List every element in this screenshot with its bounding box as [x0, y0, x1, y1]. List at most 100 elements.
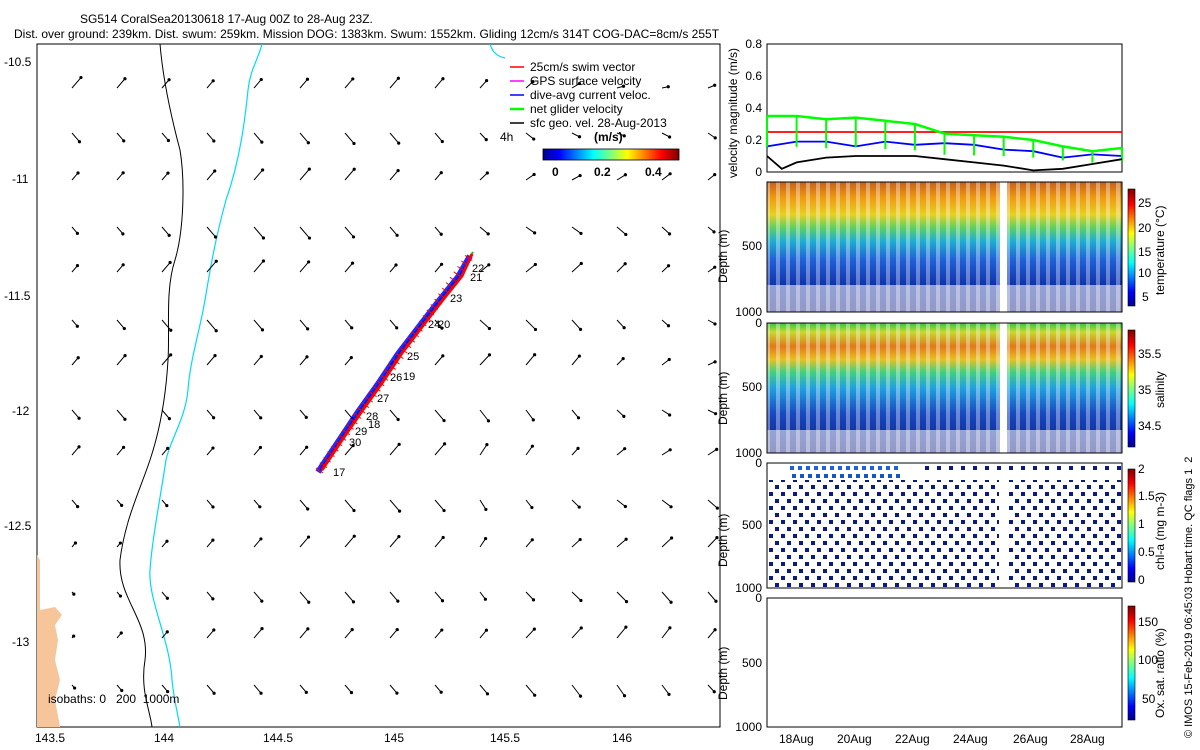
velocity-arrow — [434, 537, 444, 548]
swim-vector — [388, 364, 396, 370]
lat-tick: -11 — [12, 172, 29, 186]
velocity-arrow-head — [350, 628, 354, 632]
swim-vector — [380, 374, 389, 381]
cb-tick: 10 — [1138, 266, 1152, 280]
velocity-arrow-head — [77, 445, 81, 449]
velocity-arrow-head — [530, 505, 534, 510]
velocity-arrow-head — [396, 76, 400, 80]
velocity-arrow-head — [169, 328, 173, 332]
ox-colorbar-ticks: 150 100 50 — [1138, 615, 1158, 706]
oxygen-panel: 0 500 1000 Depth (m) 150 100 50 Ox. sat.… — [716, 591, 1167, 734]
velocity-arrow — [389, 629, 398, 639]
depth-label: Depth (m) — [716, 372, 730, 425]
velocity-arrow-head — [715, 506, 719, 510]
velocity-series — [766, 155, 1123, 172]
velocity-arrow — [299, 319, 309, 330]
swim-vector — [384, 369, 393, 376]
swim-vector — [342, 429, 351, 436]
velocity-arrow-head — [349, 356, 353, 360]
velocity-arrow — [434, 591, 443, 602]
chla-point — [1105, 466, 1109, 470]
velocity-arrow-head — [305, 355, 309, 359]
velocity-tick: 0.4 — [745, 101, 762, 115]
lon-tick: 145.5 — [490, 731, 520, 745]
salinity-colorbar — [1127, 329, 1136, 448]
velocity-arrow-head — [714, 599, 718, 603]
chla-point — [800, 474, 804, 478]
velocity-arrow — [253, 79, 262, 89]
velocity-arrow — [299, 446, 308, 456]
velocity-arrow — [571, 591, 582, 601]
swim-vector — [334, 440, 343, 447]
velocity-arrow-head — [624, 232, 628, 237]
velocity-arrow-head — [579, 261, 583, 266]
day-label: 19 — [403, 371, 415, 383]
swim-vector — [422, 314, 431, 321]
velocity-arrow-head — [713, 322, 717, 326]
velocity-arrow — [616, 538, 627, 548]
swim-track — [320, 253, 474, 471]
velocity-arrow-head — [533, 353, 537, 357]
velocity-arrow-head — [578, 694, 583, 698]
oxygen-colorbar — [1127, 605, 1136, 721]
velocity-arrow-head — [578, 327, 583, 332]
day-label: 28 — [366, 411, 378, 423]
velocity-arrow — [616, 591, 627, 602]
depth-label: Depth (m) — [716, 647, 730, 700]
velocity-arrow-head — [119, 631, 123, 635]
velocity-arrow-head — [122, 326, 126, 331]
day-label: 21 — [470, 272, 482, 284]
chl-depth-axis: 0 500 1000 — [735, 456, 762, 595]
velocity-arrow — [571, 226, 582, 234]
velocity-arrow — [661, 173, 671, 181]
velocity-arrow — [161, 262, 171, 273]
velocity-arrow-head — [579, 598, 583, 603]
velocity-arrow-head — [123, 354, 127, 358]
velocity-arrow — [389, 591, 399, 602]
chla-point — [1069, 466, 1073, 470]
velocity-arrow — [116, 132, 125, 142]
velocity-arrow-head — [713, 265, 717, 269]
swim-vector — [350, 418, 358, 425]
swim-vector — [373, 385, 381, 392]
velocity-arrow-head — [668, 626, 672, 630]
velocity-arrow — [71, 446, 80, 456]
swim-vector — [430, 304, 439, 310]
velocity-arrow — [161, 132, 169, 141]
sal-colorbar-ticks: 35.5 35 34.5 — [1138, 347, 1162, 433]
velocity-arrow — [71, 132, 80, 143]
velocity-arrow-head — [397, 141, 401, 145]
velocity-arrow-head — [306, 535, 311, 539]
chla-point — [840, 474, 844, 478]
velocity-ylabel: velocity magnitude (m/s) — [726, 48, 740, 178]
velocity-arrow — [571, 263, 582, 273]
isobath-1000m-top — [489, 44, 506, 59]
lon-tick: 144.5 — [263, 731, 293, 745]
velocity-arrow-head — [622, 414, 626, 419]
temperature-panel: 500 1000 Depth (m) 25 20 15 10 5 tempera… — [716, 181, 1167, 319]
velocity-arrow-head — [530, 538, 534, 542]
velocity-arrow-head — [395, 233, 399, 237]
velocity-arrow — [434, 499, 445, 511]
velocity-arrow — [571, 499, 580, 508]
velocity-arrow-head — [483, 536, 488, 541]
velocity-arrow — [571, 319, 581, 330]
chla-point — [864, 474, 868, 478]
velocity-arrow — [389, 319, 398, 329]
velocity-arrow-head — [666, 324, 671, 328]
velocity-arrow — [434, 78, 444, 89]
velocity-arrow-head — [211, 446, 215, 450]
velocity-arrow — [161, 319, 172, 331]
depth-tick: 500 — [742, 518, 762, 532]
chla-point — [925, 466, 929, 470]
velocity-arrow-head — [577, 505, 581, 509]
glider-track — [315, 251, 474, 474]
velocity-arrow — [344, 132, 355, 144]
velocity-arrow — [525, 409, 534, 421]
velocity-arrow — [389, 77, 399, 89]
velocity-arrow-head — [484, 507, 488, 512]
velocity-arrow — [299, 168, 310, 181]
velocity-arrow-head — [532, 172, 536, 177]
velocity-arrow-head — [442, 442, 447, 446]
